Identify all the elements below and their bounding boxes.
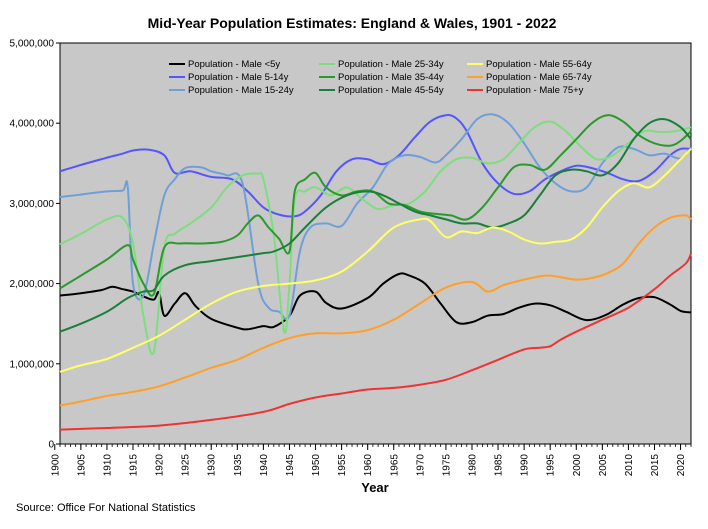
x-tick-label: 1995 xyxy=(546,454,557,477)
x-tick-label: 2020 xyxy=(676,454,687,477)
x-tick-label: 1980 xyxy=(467,454,478,477)
legend-label: Population - Male 15-24y xyxy=(188,85,294,96)
source-note: Source: Office For National Statistics xyxy=(16,502,196,514)
x-tick-label: 1975 xyxy=(441,454,452,477)
x-tick-label: 1950 xyxy=(311,454,322,477)
legend: Population - Male <5y Population - Male 2… xyxy=(169,59,592,96)
x-tick-label: 1905 xyxy=(76,454,87,477)
x-tick-label: 1920 xyxy=(155,454,166,477)
y-tick-label: 5,000,000 xyxy=(10,39,55,50)
y-tick-label: 0 xyxy=(48,440,54,451)
x-tick-label: 1940 xyxy=(259,454,270,477)
x-tick-label: 1915 xyxy=(129,454,140,477)
x-tick-label: 1985 xyxy=(494,454,505,477)
series-line-5 xyxy=(59,118,692,333)
x-axis-title: Year xyxy=(361,480,388,495)
x-tick-label: 1900 xyxy=(50,454,61,477)
series-line-6 xyxy=(59,148,692,373)
y-tick-label: 3,000,000 xyxy=(10,199,55,210)
series-lines xyxy=(59,113,692,431)
legend-label: Population - Male 65-74y xyxy=(486,72,592,83)
x-tick-label: 1970 xyxy=(415,454,426,477)
y-axis: 0 1,000,000 2,000,000 3,000,000 4,000,000 5,0… xyxy=(10,39,60,451)
y-tick-label: 1,000,000 xyxy=(10,359,55,370)
y-tick-label: 2,000,000 xyxy=(10,279,55,290)
x-axis: 1900 1905 1910 1915 1920 1925 1930 1935 1940 1945… xyxy=(50,444,692,477)
x-tick-label: 1925 xyxy=(181,454,192,477)
legend-label: Population - Male 75+y xyxy=(486,85,584,96)
legend-label: Population - Male 5-14y xyxy=(188,72,289,83)
y-tick-label: 4,000,000 xyxy=(10,119,55,130)
x-tick-label: 1935 xyxy=(233,454,244,477)
x-tick-label: 1910 xyxy=(102,454,113,477)
x-tick-label: 2015 xyxy=(650,454,661,477)
series-line-2 xyxy=(59,113,692,321)
x-tick-label: 2010 xyxy=(624,454,635,477)
legend-label: Population - Male <5y xyxy=(188,59,280,70)
series-line-8 xyxy=(59,253,692,431)
series-line-0 xyxy=(59,272,692,331)
series-line-7 xyxy=(59,214,692,407)
x-tick-label: 1945 xyxy=(285,454,296,477)
legend-label: Population - Male 45-54y xyxy=(338,85,444,96)
chart-title: Mid-Year Population Estimates: England &… xyxy=(148,15,557,31)
x-tick-label: 1990 xyxy=(520,454,531,477)
legend-label: Population - Male 25-34y xyxy=(338,59,444,70)
x-tick-label: 2000 xyxy=(572,454,583,477)
x-tick-label: 1930 xyxy=(207,454,218,477)
legend-label: Population - Male 55-64y xyxy=(486,59,592,70)
x-tick-label: 2005 xyxy=(598,454,609,477)
x-tick-label: 1965 xyxy=(389,454,400,477)
legend-label: Population - Male 35-44y xyxy=(338,72,444,83)
x-tick-label: 1955 xyxy=(337,454,348,477)
x-tick-label: 1960 xyxy=(363,454,374,477)
